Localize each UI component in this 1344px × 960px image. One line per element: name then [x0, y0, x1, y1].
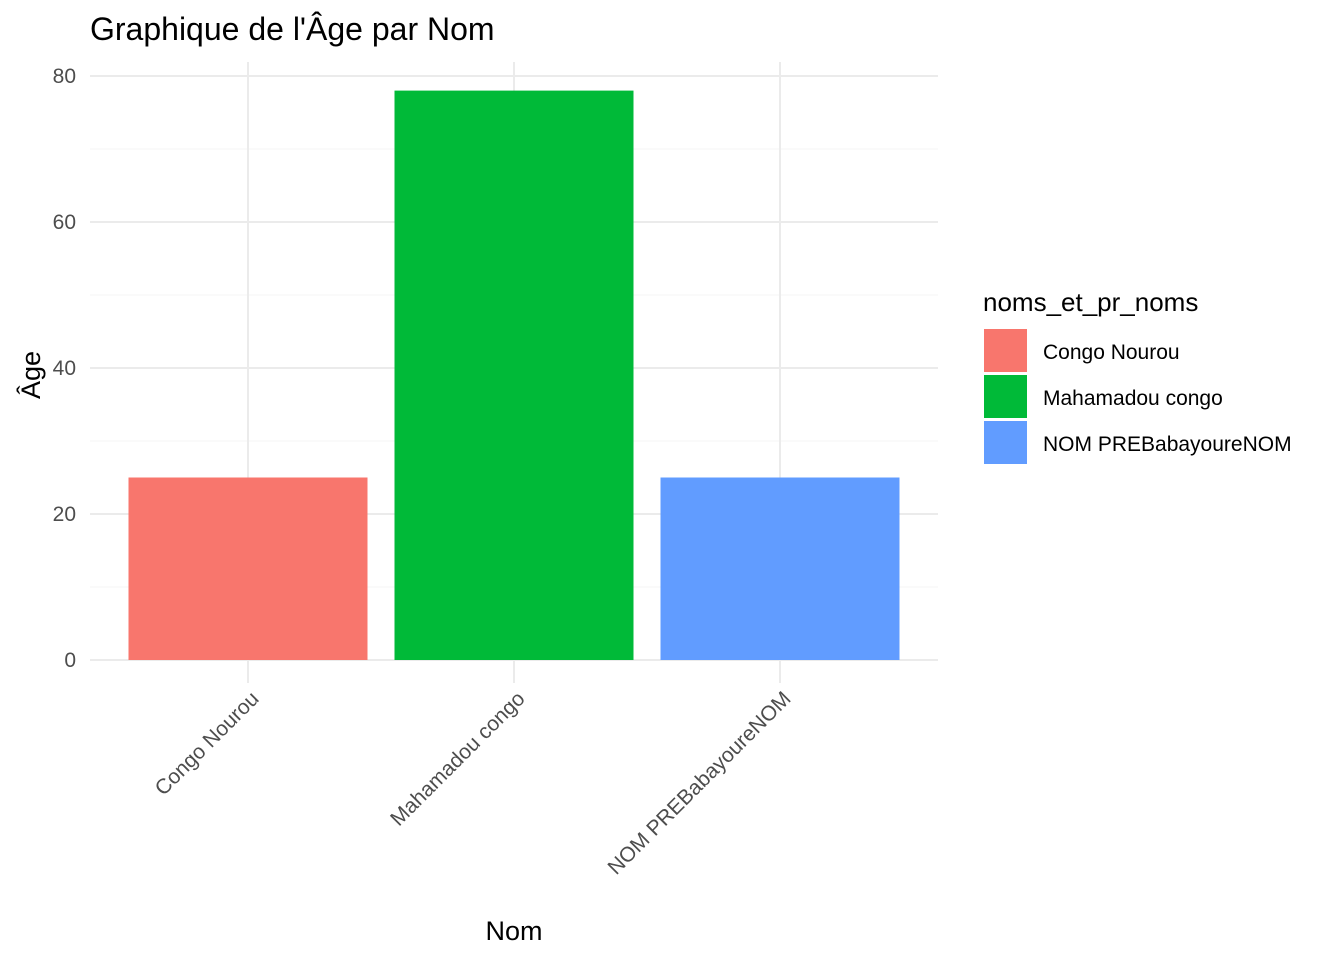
x-axis-ticks: Congo Nourou Mahamadou congo NOM PREBabayo…	[151, 687, 796, 879]
x-tick-label: Mahamadou congo	[386, 687, 529, 830]
legend: noms_et_pr_noms Congo Nourou Mahamadou co…	[983, 287, 1292, 464]
legend-label-3: NOM PREBabayoureNOM	[1043, 433, 1292, 456]
legend-title: noms_et_pr_noms	[983, 287, 1198, 317]
x-tick-label: Congo Nourou	[151, 687, 264, 800]
chart-title: Graphique de l'Âge par Nom	[90, 11, 495, 47]
x-axis-title: Nom	[485, 916, 542, 946]
legend-label-2: Mahamadou congo	[1043, 387, 1223, 410]
legend-label-1: Congo Nourou	[1043, 341, 1180, 364]
y-axis-title: Âge	[15, 351, 46, 399]
bars	[128, 90, 900, 661]
legend-swatch-3	[984, 421, 1027, 464]
legend-swatch-1	[984, 329, 1027, 372]
bar-2	[394, 90, 634, 661]
y-axis-ticks: 0 20 40 60 80	[53, 65, 76, 672]
y-tick-label: 40	[53, 357, 76, 380]
y-tick-label: 20	[53, 503, 76, 526]
legend-items: Congo Nourou Mahamadou congo NOM PREBabayo…	[984, 329, 1292, 464]
x-tick-label: NOM PREBabayoureNOM	[604, 687, 796, 879]
legend-swatch-2	[984, 375, 1027, 418]
bar-1	[128, 477, 368, 660]
y-tick-label: 60	[53, 211, 76, 234]
y-tick-label: 80	[53, 65, 76, 88]
bar-3	[660, 477, 900, 660]
y-tick-label: 0	[64, 649, 76, 672]
